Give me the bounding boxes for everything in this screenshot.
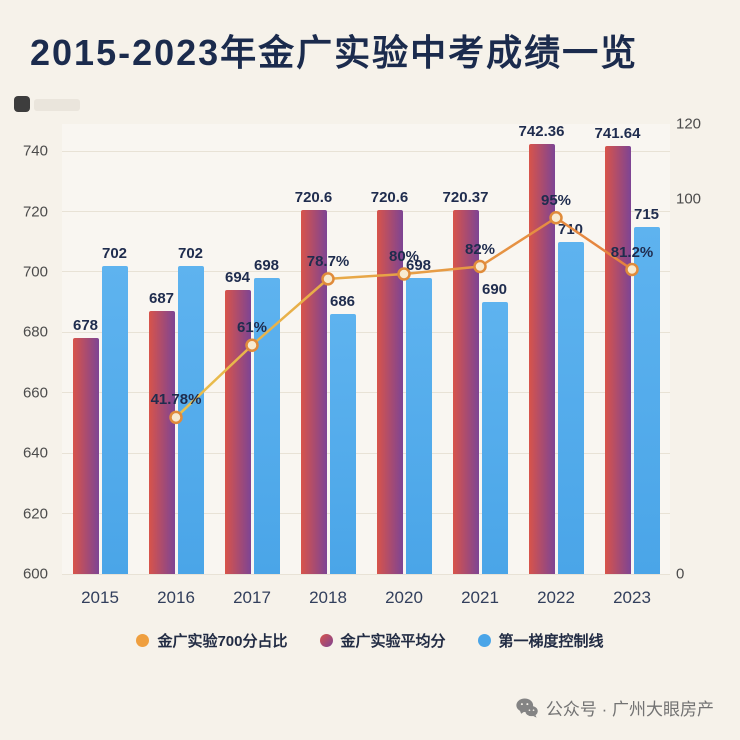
gridline <box>62 211 670 213</box>
y-axis-tick-left: 740 <box>22 142 48 160</box>
bar-value-label: 698 <box>405 257 432 275</box>
bar-value-label: 702 <box>177 244 204 262</box>
x-axis-label: 2017 <box>233 588 271 607</box>
y-axis-tick-right: 0 <box>676 565 685 583</box>
bar-control-line <box>557 241 584 574</box>
bar-value-label: 741.64 <box>594 125 641 143</box>
plot-area: 678 702 687 702 694 698 720.6 686 720.6 698 720.37… <box>62 123 670 575</box>
axis-left: 600 620 640 660 680 700 720 740 <box>12 124 56 583</box>
bar-average-score <box>148 311 175 574</box>
bar-value-label: 690 <box>481 281 508 299</box>
legend-swatch-orange <box>136 634 150 647</box>
bar-average-score <box>72 338 99 574</box>
bar-value-label: 715 <box>633 205 660 223</box>
bar-value-label: 694 <box>224 269 251 287</box>
gridline <box>62 271 670 273</box>
line-point <box>321 272 335 286</box>
line-value-label: 78.7% <box>306 252 350 270</box>
line-value-label: 95% <box>540 191 572 209</box>
bar-value-label: 698 <box>253 257 280 275</box>
legend: 金广实验700分占比 金广实验平均分 第一梯度控制线 <box>12 630 728 651</box>
gridline <box>62 513 670 515</box>
bar-average-score <box>452 210 479 574</box>
y-axis-tick-right: 100 <box>676 190 702 208</box>
x-axis-label: 2021 <box>461 588 499 607</box>
x-axis-label: 2023 <box>613 588 651 607</box>
x-axis-label: 2018 <box>309 588 347 607</box>
bar-value-label: 687 <box>148 290 175 308</box>
bar-value-label: 720.37 <box>442 189 489 207</box>
bar-average-score <box>224 290 251 574</box>
legend-label: 金广实验平均分 <box>340 633 446 650</box>
line-value-label: 80% <box>388 248 420 265</box>
wechat-icon <box>516 698 538 718</box>
legend-item: 第一梯度控制线 <box>477 630 604 651</box>
line-point <box>169 410 183 425</box>
line-point <box>625 262 639 277</box>
line-point <box>245 338 259 352</box>
gridline <box>62 452 670 454</box>
bar-value-label: 710 <box>557 220 584 238</box>
chart-area: 600 620 640 660 680 700 720 740 678 702 687 702 694… <box>12 110 728 670</box>
legend-label: 金广实验700分占比 <box>157 633 288 650</box>
bar-average-score <box>376 209 403 574</box>
x-axis-label: 2015 <box>81 588 119 607</box>
bar-value-label: 686 <box>329 293 356 311</box>
bar-value-label: 720.6 <box>294 188 333 206</box>
gridline <box>62 331 670 333</box>
screenshot-artifact-light <box>34 99 80 111</box>
line-value-label: 61% <box>236 319 268 337</box>
y-axis-tick-left: 660 <box>22 384 48 402</box>
line-point <box>473 259 487 274</box>
x-axis-label: 2020 <box>385 588 423 607</box>
bar-value-label: 720.6 <box>370 188 409 206</box>
x-axis-label: 2016 <box>157 588 195 607</box>
bar-average-score <box>604 146 631 574</box>
footer-text: 公众号 · 广州大眼房产 <box>545 700 714 719</box>
axis-right: 0 100 120 <box>674 116 718 583</box>
bar-control-line <box>101 265 128 574</box>
bar-value-label: 742.36 <box>518 123 565 141</box>
y-axis-tick-left: 720 <box>22 203 48 221</box>
bar-value-label: 702 <box>101 244 128 262</box>
y-axis-tick-left: 700 <box>22 263 48 281</box>
y-axis-tick-left: 600 <box>22 565 48 583</box>
chart-title: 2015-2023年金广实验中考成绩一览 <box>30 32 639 73</box>
x-axis-labels: 2015 2016 2017 2018 2020 2021 2022 2023 <box>62 578 670 608</box>
percentage-line <box>169 211 639 425</box>
line-value-label: 81.2% <box>610 243 654 261</box>
x-axis-label: 2022 <box>537 588 575 607</box>
legend-swatch-maroon <box>319 634 333 647</box>
footer: 公众号 · 广州大眼房产 <box>516 695 714 720</box>
gridline <box>62 150 670 152</box>
bar-control-line <box>481 302 508 574</box>
bar-control-line <box>329 314 356 574</box>
y-axis-tick-left: 620 <box>22 505 48 523</box>
bar-value-label: 678 <box>72 317 99 335</box>
legend-item: 金广实验平均分 <box>319 630 446 651</box>
bar-control-line <box>253 278 280 574</box>
bar-average-score <box>300 209 327 574</box>
y-axis-tick-right: 120 <box>676 115 702 133</box>
line-value-label: 82% <box>464 240 496 258</box>
y-axis-tick-left: 680 <box>22 323 48 341</box>
bar-control-line <box>405 278 432 574</box>
gridline <box>62 573 670 575</box>
y-axis-tick-left: 640 <box>22 444 48 462</box>
line-value-label: 41.78% <box>150 391 202 409</box>
bar-control-line <box>633 226 660 574</box>
legend-item: 金广实验700分占比 <box>136 630 288 651</box>
line-point <box>549 211 563 225</box>
gridline <box>62 392 670 394</box>
line-point <box>397 267 411 281</box>
legend-label: 第一梯度控制线 <box>498 633 604 650</box>
legend-swatch-blue <box>477 634 491 647</box>
screenshot-artifact-dark <box>14 96 30 112</box>
